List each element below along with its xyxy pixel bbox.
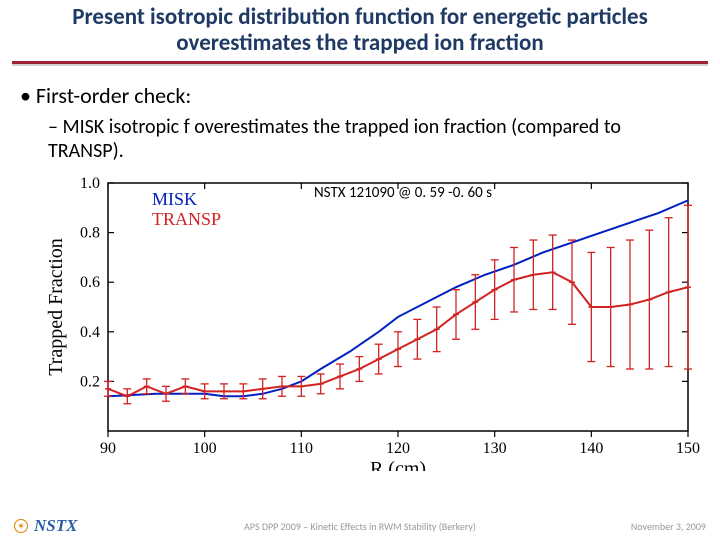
svg-text:0.2: 0.2 (80, 373, 100, 390)
svg-text:R (cm): R (cm) (370, 458, 426, 471)
nstx-logo-icon: ✶ (14, 519, 28, 533)
svg-text:0.6: 0.6 (80, 274, 100, 291)
chart-container: 901001101201301401500.20.40.60.81.0R (cm… (44, 171, 688, 471)
svg-text:TRANSP: TRANSP (152, 209, 221, 229)
svg-text:0.8: 0.8 (80, 224, 100, 241)
svg-text:120: 120 (386, 440, 410, 457)
footer-center: APS DPP 2009 – Kinetic Effects in RWM St… (244, 520, 476, 533)
footer: ✶ NSTX APS DPP 2009 – Kinetic Effects in… (0, 512, 720, 540)
bullet-level2: – MISK isotropic f overestimates the tra… (48, 115, 700, 163)
footer-nstx: NSTX (34, 516, 77, 536)
slide-title: Present isotropic distribution function … (12, 4, 708, 57)
svg-text:130: 130 (483, 440, 507, 457)
footer-date: November 3, 2009 (631, 520, 706, 533)
svg-text:0.4: 0.4 (80, 324, 100, 341)
svg-text:MISK: MISK (152, 189, 197, 209)
svg-text:1.0: 1.0 (80, 175, 100, 192)
svg-text:NSTX 121090 @ 0. 59 -0. 60 s: NSTX 121090 @ 0. 59 -0. 60 s (314, 184, 492, 202)
svg-text:100: 100 (193, 440, 217, 457)
bullet-level1: • First-order check: (20, 82, 700, 109)
svg-text:90: 90 (100, 440, 116, 457)
svg-text:110: 110 (290, 440, 313, 457)
trapped-fraction-chart: 90 100 110 120 130 140 150 0.2 0.4 0.6 0.8 1.0 R (cm… (44, 171, 704, 471)
svg-text:Trapped Fraction: Trapped Fraction (45, 238, 67, 376)
svg-text:140: 140 (579, 440, 603, 457)
svg-text:150: 150 (676, 440, 700, 457)
